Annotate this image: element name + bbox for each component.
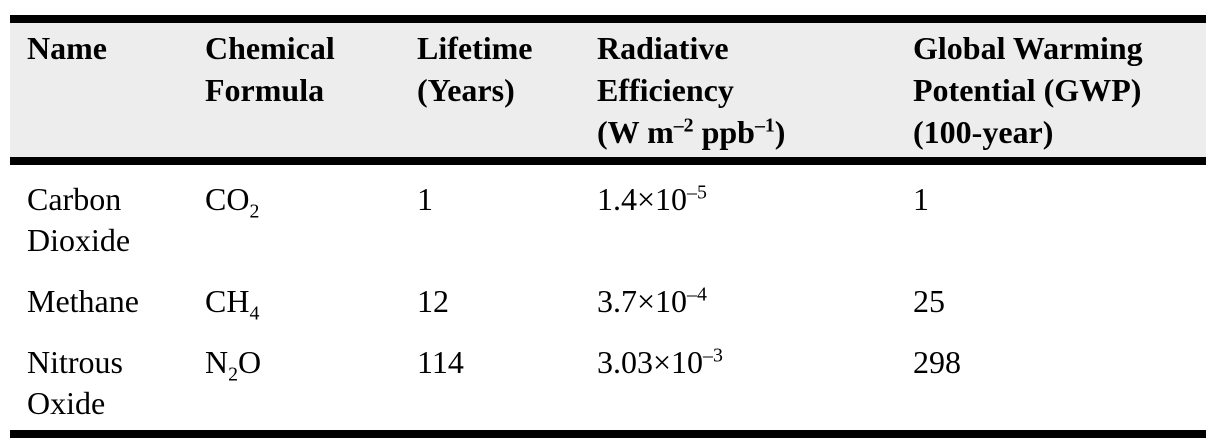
cell-lifetime: 12 [417, 283, 449, 319]
cell-formula: CH4 [205, 283, 260, 325]
cell-gwp: 25 [913, 283, 945, 319]
cell-name: Methane [27, 283, 139, 319]
table-row-nitrous-oxide: Nitrous Oxide N2O 114 3.03×10–3 298 [10, 328, 1206, 434]
header-cell-chemical-formula: Chemical Formula [205, 30, 335, 108]
cell-gwp: 1 [913, 181, 929, 217]
table-row-carbon-dioxide: Carbon Dioxide CO2 1 1.4×10–5 1 [10, 161, 1206, 267]
header-cell-lifetime: Lifetime (Years) [417, 30, 533, 108]
cell-gwp: 298 [913, 344, 961, 380]
cell-name: Nitrous Oxide [27, 344, 123, 421]
header-cell-name: Name [27, 30, 107, 66]
table-body: Carbon Dioxide CO2 1 1.4×10–5 1 Methane … [10, 161, 1206, 434]
cell-lifetime: 1 [417, 181, 433, 217]
header-cell-radiative-efficiency: Radiative Efficiency (W m–2 ppb–1) [597, 30, 786, 150]
table-row-methane: Methane CH4 12 3.7×10–4 25 [10, 267, 1206, 328]
cell-radiative-efficiency: 3.7×10–4 [597, 283, 707, 319]
cell-name: Carbon Dioxide [27, 181, 131, 258]
cell-radiative-efficiency: 3.03×10–3 [597, 344, 723, 380]
cell-lifetime: 114 [417, 344, 464, 380]
table-header: Name Chemical Formula Lifetime (Years) Rad… [10, 19, 1206, 161]
header-cell-gwp: Global Warming Potential (GWP) (100-year) [913, 30, 1143, 150]
cell-radiative-efficiency: 1.4×10–5 [597, 181, 707, 217]
ghg-table-container: Name Chemical Formula Lifetime (Years) Rad… [10, 15, 1206, 438]
ghg-properties-table: Name Chemical Formula Lifetime (Years) Rad… [10, 15, 1206, 438]
table-header-row: Name Chemical Formula Lifetime (Years) Rad… [10, 19, 1206, 161]
cell-formula: N2O [205, 344, 262, 386]
cell-formula: CO2 [205, 181, 260, 223]
